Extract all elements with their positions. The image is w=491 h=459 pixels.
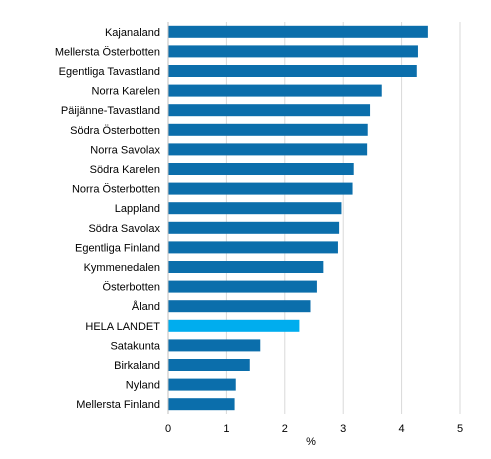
- bar: [168, 319, 300, 332]
- category-label: Lappland: [115, 203, 160, 215]
- category-label: Mellersta Finland: [76, 399, 160, 411]
- category-label: Åland: [132, 300, 160, 313]
- bar: [168, 280, 317, 293]
- category-labels: Kajanaland Mellersta Österbotten Egentliga…: [55, 27, 161, 411]
- x-tick-label: 0: [165, 423, 171, 435]
- bar: [168, 84, 382, 97]
- bar: [168, 398, 235, 411]
- x-tick-label: 1: [223, 423, 229, 435]
- bar: [168, 378, 236, 391]
- category-label: Egentliga Tavastland: [59, 66, 160, 78]
- bar: [168, 261, 324, 273]
- bar: [168, 25, 428, 38]
- bar: [168, 45, 418, 58]
- bar: [168, 339, 261, 352]
- bar: [168, 221, 340, 234]
- category-label: Egentliga Finland: [75, 242, 160, 254]
- x-tick-label: 5: [457, 423, 463, 435]
- category-label: Päijänne-Tavastland: [61, 105, 160, 117]
- x-tick-label: 4: [399, 423, 405, 435]
- category-label: Mellersta Österbotten: [55, 46, 160, 58]
- category-label: Södra Savolax: [88, 223, 160, 235]
- bar: [168, 300, 311, 313]
- category-label: Satakunta: [110, 340, 160, 352]
- bar: [168, 359, 250, 371]
- bar: [168, 104, 371, 117]
- bars: [168, 25, 428, 411]
- category-label: Österbotten: [103, 282, 160, 294]
- category-label: Södra Österbotten: [70, 125, 160, 137]
- category-label: HELA LANDET: [85, 321, 160, 333]
- x-tick-label: 3: [340, 423, 346, 435]
- category-label: Kymmenedalen: [84, 262, 160, 274]
- category-label: Kajanaland: [105, 27, 160, 39]
- x-axis-label: %: [306, 436, 316, 448]
- x-tick-label: 2: [282, 423, 288, 435]
- category-label: Norra Österbotten: [72, 184, 160, 196]
- bar: [168, 65, 417, 77]
- bar: [168, 143, 368, 156]
- bar: [168, 123, 368, 136]
- category-label: Nyland: [126, 380, 160, 392]
- bar: [168, 202, 342, 215]
- grid-lines: [225, 22, 461, 414]
- bar: [168, 163, 354, 175]
- category-label: Södra Karelen: [90, 164, 160, 176]
- category-label: Norra Savolax: [90, 144, 160, 156]
- tick-labels: 0 1 2 3 4 5: [165, 423, 463, 435]
- category-label: Birkaland: [114, 360, 160, 372]
- bar: [168, 182, 353, 195]
- bar: [168, 241, 338, 254]
- category-label: Norra Karelen: [92, 86, 160, 98]
